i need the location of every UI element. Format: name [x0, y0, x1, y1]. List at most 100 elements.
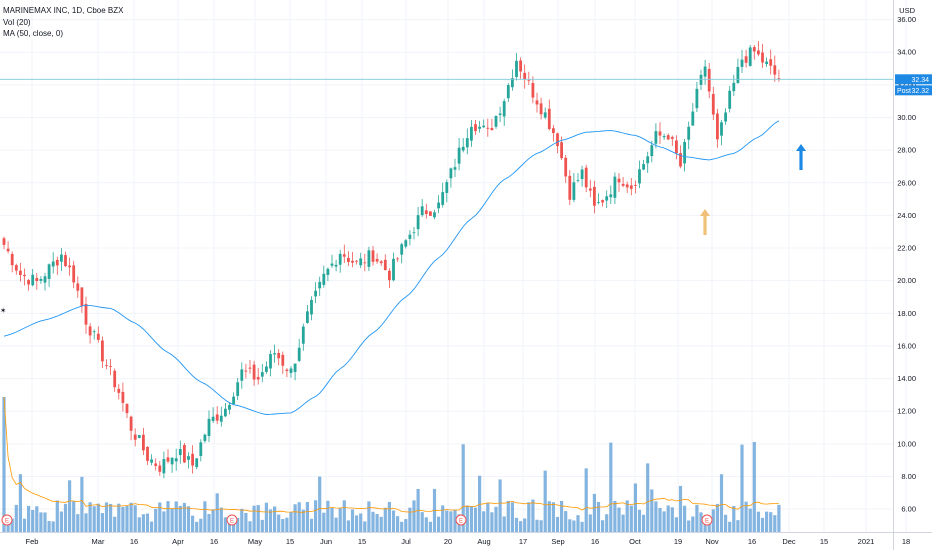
volume-bar	[211, 509, 215, 532]
candle-body	[301, 326, 305, 344]
candle-body	[457, 147, 461, 164]
volume-bar	[27, 505, 31, 532]
x-tick-label: Dec	[782, 537, 796, 546]
earnings-marker-label: E	[705, 519, 709, 525]
volume-bar	[223, 517, 227, 532]
x-tick-label: 16	[591, 537, 599, 546]
volume-bar	[174, 501, 178, 532]
volume-bar	[285, 517, 289, 532]
candle-body	[207, 418, 211, 436]
candle-body	[121, 391, 125, 403]
candle-body	[625, 184, 629, 188]
left-edge-marker: ✶	[0, 306, 6, 315]
candle-body	[695, 88, 699, 109]
volume-bar	[133, 505, 137, 532]
volume-bar	[215, 493, 219, 532]
volume-bar	[588, 514, 592, 532]
candle-body	[265, 366, 268, 372]
candle-body	[642, 164, 645, 170]
candle-body	[318, 281, 322, 289]
x-tick-label: Nov	[705, 537, 719, 546]
candle-body	[535, 100, 539, 105]
x-tick-label: Mar	[92, 537, 105, 546]
volume-bar	[248, 521, 252, 532]
volume-bar	[293, 504, 297, 532]
candle-body	[359, 258, 363, 266]
volume-bar	[150, 521, 154, 532]
volume-bar	[330, 507, 334, 532]
candle-body	[269, 354, 272, 369]
candle-body	[260, 372, 264, 377]
volume-bar	[371, 511, 375, 532]
candle-body	[429, 211, 432, 216]
volume-bar	[113, 516, 117, 532]
volume-bar	[691, 516, 695, 532]
candle-body	[670, 136, 674, 139]
blue-up-arrow-icon-shaft	[799, 150, 803, 170]
volume-bar	[576, 515, 580, 532]
volume-bar	[547, 501, 551, 532]
candle-body	[531, 82, 535, 98]
volume-bar	[260, 519, 264, 532]
candle-body	[441, 192, 445, 205]
volume-bar	[166, 501, 170, 532]
candle-body	[691, 111, 695, 126]
x-tick-label: Oct	[629, 537, 642, 546]
candle-body	[137, 435, 141, 438]
volume-bar	[2, 397, 6, 532]
volume-bar	[510, 502, 514, 532]
volume-bar	[326, 500, 330, 532]
candle-body	[72, 265, 76, 283]
x-tick-label: Jun	[320, 537, 332, 546]
volume-bar	[777, 504, 781, 532]
volume-bar	[396, 516, 400, 532]
candle-body	[711, 94, 715, 115]
volume-bar	[486, 502, 490, 532]
volume-bar	[609, 442, 613, 532]
volume-bar	[18, 474, 22, 532]
volume-bar	[154, 508, 158, 532]
y-tick-label: 22.00	[897, 244, 916, 253]
volume-bar	[498, 479, 502, 532]
candle-body	[347, 257, 350, 263]
volume-bar	[137, 517, 141, 532]
currency-label: USD	[899, 6, 915, 15]
volume-bar	[752, 442, 756, 532]
candle-body	[383, 259, 387, 271]
candle-body	[679, 153, 682, 167]
y-tick-label: 36.00	[897, 15, 916, 24]
volume-bar	[178, 505, 182, 532]
volume-bar	[252, 505, 256, 532]
candle-body	[707, 68, 711, 92]
volume-bar	[482, 511, 486, 532]
candle-body	[621, 183, 625, 186]
volume-bar	[391, 510, 396, 532]
candle-body	[273, 353, 276, 355]
candle-body	[342, 254, 346, 257]
x-tick-label: 20	[444, 537, 452, 546]
volume-bar	[268, 509, 273, 532]
volume-bar	[346, 520, 350, 532]
y-tick-label: 30.00	[897, 113, 916, 122]
candle-body	[658, 131, 662, 136]
candle-body	[187, 456, 190, 460]
candle-body	[424, 210, 428, 214]
candle-body	[728, 90, 732, 109]
candle-body	[215, 414, 219, 421]
volume-bar	[186, 506, 191, 532]
volume-bar	[227, 519, 232, 532]
volume-bar	[383, 507, 387, 532]
volume-bar	[322, 512, 326, 532]
candle-body	[39, 279, 43, 281]
candle-body	[35, 277, 39, 282]
x-tick-label: 16	[748, 537, 756, 546]
candle-body	[351, 260, 354, 263]
candle-body	[650, 145, 654, 157]
candle-body	[523, 72, 527, 80]
volume-bar	[695, 504, 699, 532]
post-price-tag	[895, 85, 932, 96]
volume-bar	[650, 489, 654, 532]
candle-body	[724, 112, 727, 122]
candle-body	[560, 142, 563, 159]
